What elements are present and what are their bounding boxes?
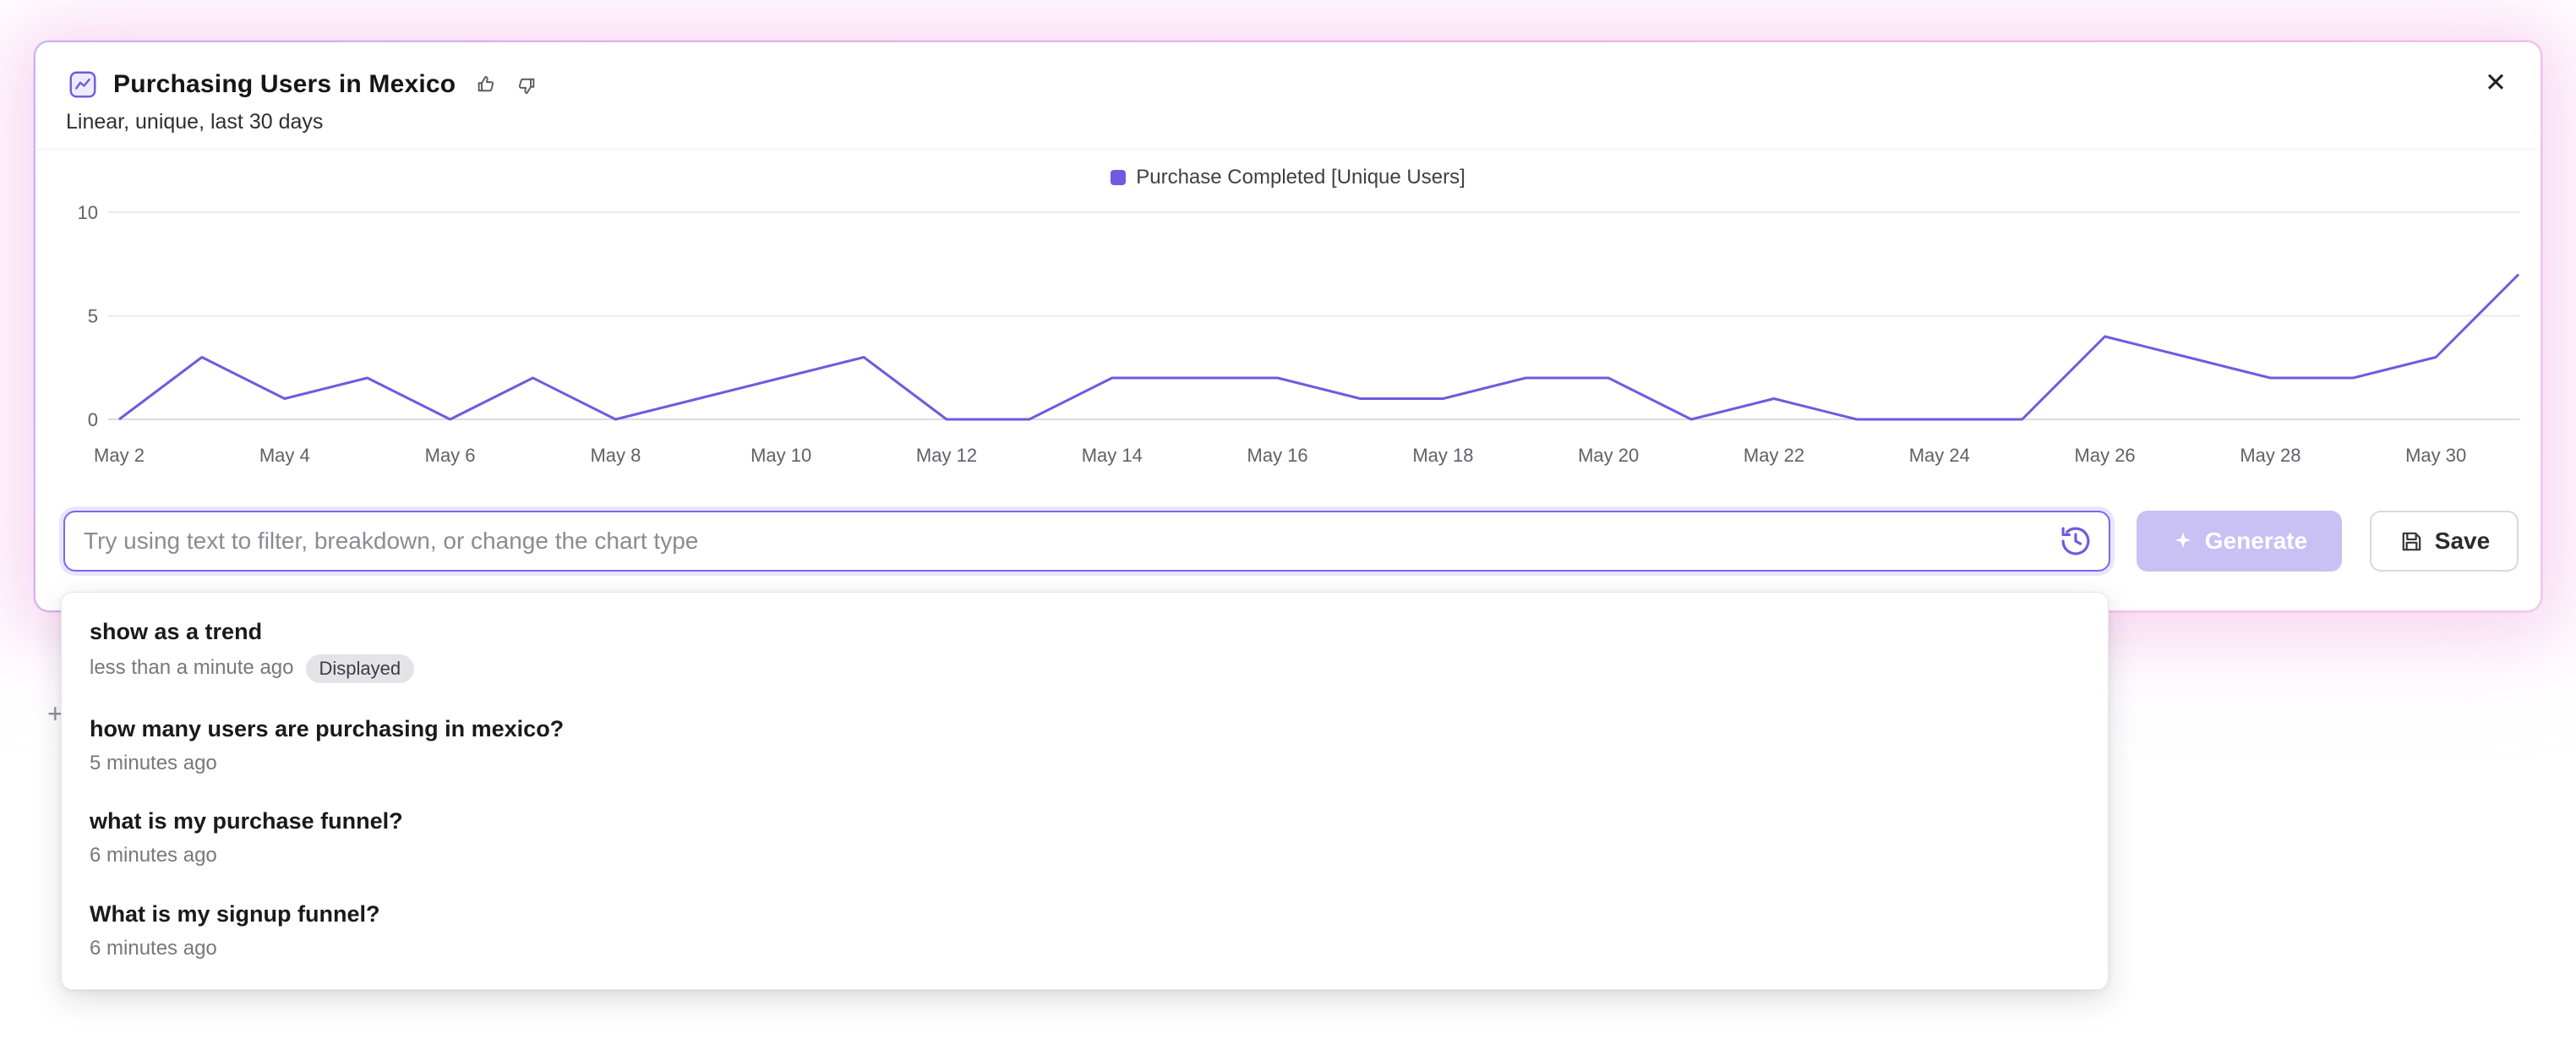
svg-text:May 20: May 20 — [1578, 445, 1639, 466]
legend-item[interactable]: Purchase Completed [Unique Users] — [35, 166, 2541, 189]
svg-text:May 22: May 22 — [1744, 445, 1804, 466]
thumbs-down-icon[interactable] — [516, 74, 538, 96]
save-label: Save — [2434, 528, 2491, 554]
history-item-time: 5 minutes ago — [90, 751, 217, 774]
history-item-time: less than a minute ago — [90, 656, 294, 680]
svg-text:5: 5 — [88, 306, 98, 327]
history-item-title: what is my purchase funnel? — [90, 808, 403, 834]
svg-text:May 10: May 10 — [750, 445, 811, 466]
history-icon[interactable] — [2058, 523, 2093, 559]
card-header: Purchasing Users in Mexico — [68, 66, 538, 103]
svg-text:May 4: May 4 — [259, 445, 310, 466]
history-item[interactable]: show as a trend less than a minute ago D… — [62, 603, 2108, 700]
save-button[interactable]: Save — [2370, 511, 2519, 572]
chart-card: Purchasing Users in Mexico ✕ Linear, uni… — [34, 41, 2542, 612]
svg-text:10: 10 — [78, 202, 98, 223]
close-button[interactable]: ✕ — [2485, 68, 2507, 97]
prompt-input[interactable] — [84, 528, 2044, 555]
generate-button[interactable]: Generate — [2137, 511, 2342, 572]
history-item-title: how many users are purchasing in mexico? — [90, 715, 565, 741]
history-item[interactable]: what is my purchase funnel? 6 minutes ag… — [62, 792, 2108, 885]
svg-text:May 8: May 8 — [590, 445, 641, 466]
legend-label: Purchase Completed [Unique Users] — [1136, 166, 1465, 189]
card-title: Purchasing Users in Mexico — [113, 70, 456, 98]
history-item[interactable]: how many users are purchasing in mexico?… — [62, 700, 2108, 793]
legend-swatch — [1111, 170, 1127, 185]
svg-text:May 14: May 14 — [1082, 445, 1143, 466]
plus-icon[interactable]: + — [47, 698, 63, 729]
svg-text:May 30: May 30 — [2405, 445, 2466, 466]
thumbs-up-icon[interactable] — [474, 74, 497, 96]
svg-text:0: 0 — [88, 409, 98, 430]
sparkle-icon — [2171, 529, 2195, 553]
svg-text:May 26: May 26 — [2075, 445, 2136, 466]
history-item-title: What is my signup funnel? — [90, 900, 380, 927]
chart-icon — [68, 69, 98, 100]
svg-text:May 18: May 18 — [1412, 445, 1473, 466]
history-item-meta: less than a minute ago Displayed — [90, 654, 2080, 683]
history-item-time: 6 minutes ago — [90, 936, 217, 960]
svg-text:May 6: May 6 — [425, 445, 476, 466]
chart-subtitle: Linear, unique, last 30 days — [66, 110, 324, 134]
history-item-meta: 6 minutes ago — [90, 937, 2080, 961]
svg-text:May 24: May 24 — [1909, 445, 1970, 466]
history-dropdown: show as a trend less than a minute ago D… — [61, 592, 2109, 991]
history-item-time: 6 minutes ago — [90, 844, 217, 867]
save-icon — [2399, 528, 2425, 555]
history-item-meta: 6 minutes ago — [90, 844, 2080, 868]
prompt-input-container — [63, 511, 2110, 572]
svg-text:May 16: May 16 — [1247, 445, 1308, 466]
history-item[interactable]: What is my signup funnel? 6 minutes ago — [62, 885, 2108, 978]
svg-text:May 12: May 12 — [916, 445, 977, 466]
line-chart: 0 5 10 May 2 May 4 May 6 May 8 May 10 May 12 May … — [78, 202, 2520, 466]
history-item-meta: 5 minutes ago — [90, 752, 2080, 776]
svg-text:May 2: May 2 — [94, 445, 145, 466]
svg-text:May 28: May 28 — [2240, 445, 2300, 466]
generate-label: Generate — [2204, 528, 2308, 554]
displayed-badge: Displayed — [305, 654, 415, 683]
history-item-title: show as a trend — [90, 619, 263, 644]
header-divider — [35, 149, 2541, 150]
